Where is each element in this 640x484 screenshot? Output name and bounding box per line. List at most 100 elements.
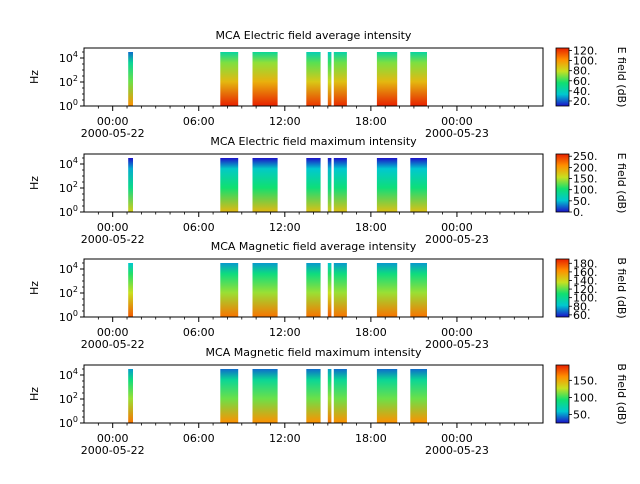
data-block xyxy=(252,52,278,106)
panel-3: MCA Magnetic field average intensity Hz 10… xyxy=(28,240,628,351)
y-axis-label: Hz xyxy=(28,176,41,190)
data-block xyxy=(333,263,347,317)
data-block xyxy=(410,369,427,423)
colorbar-tick-label: 180. xyxy=(573,257,598,270)
y-tick-label: 102 xyxy=(59,285,78,300)
data-block xyxy=(333,158,347,212)
x-date-label: 2000-05-23 xyxy=(425,338,489,351)
colorbar xyxy=(555,364,570,424)
colorbar-tick-label: 100. xyxy=(573,292,598,305)
data-block xyxy=(410,158,427,212)
y-tick-label: 100 xyxy=(59,415,78,430)
colorbar-tick-label: 100. xyxy=(573,184,598,197)
data-block xyxy=(333,369,347,423)
colorbar-tick-label: 200. xyxy=(573,161,598,174)
colorbar-tick-label: 50. xyxy=(573,195,591,208)
colorbar-tick-label: 60. xyxy=(573,75,591,88)
x-tick-label: 12:00 xyxy=(269,115,301,128)
y-tick-label: 104 xyxy=(59,261,78,276)
panel-title: MCA Electric field maximum intensity xyxy=(210,135,417,148)
colorbar-tick-label: 100. xyxy=(573,55,598,68)
data-block xyxy=(376,52,398,106)
colorbar-tick-label: 160. xyxy=(573,266,598,279)
x-tick-label: 00:00 xyxy=(97,432,129,445)
y-tick-label: 102 xyxy=(59,74,78,89)
x-date-label: 2000-05-22 xyxy=(81,127,145,140)
y-tick-label: 104 xyxy=(59,156,78,171)
x-date-label: 2000-05-22 xyxy=(81,338,145,351)
data-block xyxy=(327,52,332,106)
data-block xyxy=(252,158,278,212)
colorbar-label: B field (dB) xyxy=(615,257,628,318)
data-block xyxy=(327,158,332,212)
x-date-label: 2000-05-22 xyxy=(81,444,145,457)
data-block xyxy=(376,263,398,317)
y-tick-label: 102 xyxy=(59,180,78,195)
data-block xyxy=(128,263,133,317)
x-tick-label: 00:00 xyxy=(97,221,129,234)
colorbar xyxy=(555,153,570,213)
colorbar-tick-label: 120. xyxy=(573,45,598,58)
x-tick-label: 06:00 xyxy=(183,326,215,339)
x-tick-label: 18:00 xyxy=(355,326,387,339)
data-block xyxy=(410,52,427,106)
data-block xyxy=(252,263,278,317)
colorbar-tick-label: 150. xyxy=(573,173,598,186)
colorbar-tick-label: 80. xyxy=(573,65,591,78)
data-block xyxy=(376,369,398,423)
y-axis-label: Hz xyxy=(28,70,41,84)
data-block xyxy=(306,158,321,212)
x-tick-label: 00:00 xyxy=(441,432,473,445)
x-date-label: 2000-05-23 xyxy=(425,127,489,140)
panel-title: MCA Electric field average intensity xyxy=(216,29,412,42)
data-block xyxy=(128,158,133,212)
data-block xyxy=(333,52,347,106)
data-block xyxy=(410,263,427,317)
colorbar-tick-label: 150. xyxy=(573,374,598,387)
x-tick-label: 18:00 xyxy=(355,115,387,128)
data-block xyxy=(327,369,332,423)
colorbar-tick-label: 0. xyxy=(573,206,584,219)
colorbar-label: E field (dB) xyxy=(615,47,628,108)
colorbar-label: B field (dB) xyxy=(615,363,628,424)
y-tick-label: 104 xyxy=(59,367,78,382)
y-tick-label: 100 xyxy=(59,204,78,219)
colorbar xyxy=(555,47,570,107)
x-tick-label: 00:00 xyxy=(441,115,473,128)
data-block xyxy=(220,369,239,423)
colorbar-tick-label: 80. xyxy=(573,300,591,313)
data-block xyxy=(252,369,278,423)
x-tick-label: 18:00 xyxy=(355,432,387,445)
panel-2: MCA Electric field maximum intensity Hz 10… xyxy=(28,135,628,246)
colorbar-tick-label: 140. xyxy=(573,274,598,287)
y-axis-label: Hz xyxy=(28,387,41,401)
x-tick-label: 00:00 xyxy=(441,326,473,339)
data-block xyxy=(306,369,321,423)
colorbar-label: E field (dB) xyxy=(615,153,628,214)
y-tick-label: 100 xyxy=(59,98,78,113)
x-tick-label: 06:00 xyxy=(183,432,215,445)
x-date-label: 2000-05-23 xyxy=(425,444,489,457)
colorbar xyxy=(555,258,570,318)
colorbar-tick-label: 40. xyxy=(573,85,591,98)
y-tick-label: 104 xyxy=(59,50,78,65)
x-tick-label: 00:00 xyxy=(97,115,129,128)
data-block xyxy=(306,263,321,317)
data-block xyxy=(376,158,398,212)
x-date-label: 2000-05-23 xyxy=(425,233,489,246)
y-tick-label: 102 xyxy=(59,391,78,406)
x-tick-label: 12:00 xyxy=(269,326,301,339)
data-block xyxy=(306,52,321,106)
data-block xyxy=(220,158,239,212)
colorbar-tick-label: 250. xyxy=(573,150,598,163)
data-block xyxy=(220,263,239,317)
panel-title: MCA Magnetic field maximum intensity xyxy=(206,346,422,359)
panel-title: MCA Magnetic field average intensity xyxy=(211,240,417,253)
data-block xyxy=(327,263,332,317)
x-tick-label: 06:00 xyxy=(183,221,215,234)
colorbar-tick-label: 50. xyxy=(573,408,591,421)
panel-1: MCA Electric field average intensity Hz 10… xyxy=(28,29,628,140)
colorbar-tick-label: 60. xyxy=(573,309,591,322)
